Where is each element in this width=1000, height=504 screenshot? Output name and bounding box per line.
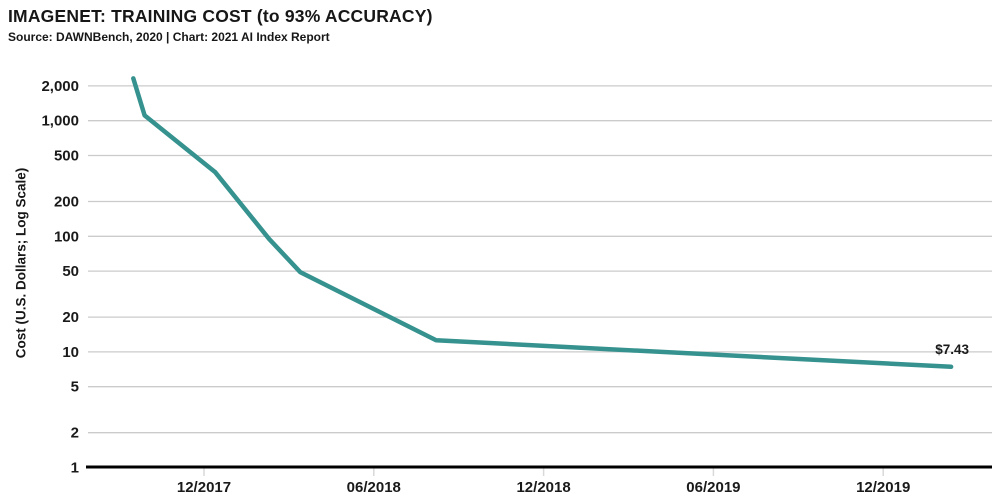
x-tick-label: 06/2019 [686, 479, 740, 496]
chart-header: IMAGENET: TRAINING COST (to 93% ACCURACY… [8, 6, 433, 44]
y-tick-label: 200 [54, 194, 79, 211]
chart-title: IMAGENET: TRAINING COST (to 93% ACCURACY… [8, 6, 433, 26]
cost-line [131, 76, 954, 370]
chart-source-note: Source: DAWNBench, 2020 | Chart: 2021 AI… [8, 30, 330, 44]
y-tick-label: 1,000 [41, 113, 79, 130]
x-tick-label: 12/2018 [516, 479, 570, 496]
x-tick-label: 12/2019 [856, 479, 910, 496]
y-tick-label: 2 [71, 425, 79, 442]
y-tick-label: 2,000 [41, 78, 79, 95]
last-value-label: $7.43 [935, 342, 969, 357]
y-tick-label: 1 [71, 460, 79, 477]
y-tick-label: 100 [54, 228, 79, 245]
x-tick-label: 06/2018 [347, 479, 401, 496]
y-tick-label: 5 [71, 379, 79, 396]
y-tick-label: 50 [62, 263, 79, 280]
x-tick-label: 12/2017 [177, 479, 231, 496]
y-tick-label: 10 [62, 344, 79, 361]
y-tick-label: 500 [54, 147, 79, 164]
y-tick-label: 20 [62, 309, 79, 326]
